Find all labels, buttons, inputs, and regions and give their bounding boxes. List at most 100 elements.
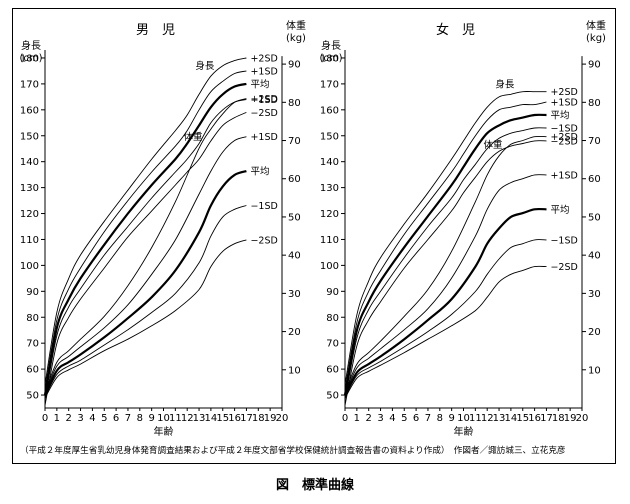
boys-x-tick-label: 7 [125,413,131,424]
girls-weight-label-plus1sd: +1SD [550,170,577,181]
boys-weight-tick-label: 10 [288,365,301,376]
boys-height-tick-label: 110 [20,235,39,246]
boys-height-curve-minus2sd [44,111,247,406]
girls-x-tick-label: 20 [576,413,589,424]
boys-height-curve-plus2sd [44,57,247,385]
girls-x-tick-label: 10 [457,413,470,424]
boys-weight-label-minus2sd: −2SD [250,235,277,246]
figure-caption: 図 標準曲線 [275,478,354,493]
girls-height-label-plus1sd: +1SD [550,98,577,109]
girls-weight-tick-label: 60 [588,174,601,185]
boys-x-tick-label: 14 [205,413,218,424]
boys-weight-tick-label: 90 [288,60,301,71]
boys-height-label-minus1sd: −1SD [250,95,277,106]
boys-x-tick-label: 3 [77,413,83,424]
girls-height-curve-minus2sd [344,140,547,406]
boys-height-tick-label: 120 [20,209,39,220]
boys-height-axis-label: 身長 [21,39,41,52]
boys-weight-label-plus1sd: +1SD [250,132,277,143]
girls-height-curve-mean [343,113,547,396]
girls-x-tick-label: 8 [437,413,443,424]
boys-height-label-minus2sd: −2SD [250,108,277,119]
girls-weight-tick-label: 50 [588,212,601,223]
girls-x-tick-label: 12 [481,413,494,424]
boys-x-tick-label: 17 [240,413,253,424]
girls-x-tick-label: 5 [401,413,407,424]
girls-x-tick-label: 2 [366,413,372,424]
girls-weight-label-minus2sd: −2SD [550,262,577,273]
girls-weight-curve-mean [344,207,547,397]
girls-weight-label-plus2sd: +2SD [550,132,577,143]
boys-height-tick-label: 170 [20,79,39,90]
boys-weight-label-minus1sd: −1SD [250,201,277,212]
girls-height-tick-label: 170 [320,79,339,90]
boys-weight-curve-plus2sd [44,98,247,393]
girls-x-tick-label: 16 [528,413,541,424]
boys-weight-tick-label: 60 [288,174,301,185]
boys-x-tick-label: 15 [216,413,229,424]
boys-x-tick-label: 8 [137,413,143,424]
girls-weight-curve-plus1sd [344,174,547,395]
boys-height-group-label: 身長 [195,60,215,72]
girls-height-axis-label: 身長 [321,39,341,52]
boys-height-tick-label: 150 [20,131,39,142]
boys-x-tick-label: 19 [264,413,277,424]
girls-height-tick-label: 80 [326,313,339,324]
girls-x-tick-label: 15 [516,413,529,424]
girls-weight-tick-label: 90 [588,60,601,71]
girls-x-tick-label: 3 [377,413,383,424]
boys-height-label-mean: 平均 [250,78,269,90]
girls-height-tick-label: 140 [320,157,339,168]
boys-x-tick-label: 18 [252,413,265,424]
boys-x-tick-label: 20 [276,413,289,424]
boys-weight-curve-minus2sd [44,239,247,399]
girls-height-tick-label: 150 [320,131,339,142]
boys-height-tick-label: 70 [26,339,39,350]
girls-height-tick-label: 90 [326,287,339,298]
girls-weight-curve-plus2sd [344,135,547,393]
boys-height-tick-label: 180 [20,53,39,64]
boys-height-tick-label: 50 [26,391,39,402]
girls-height-tick-label: 130 [320,183,339,194]
boys-height-label-plus1sd: +1SD [250,66,277,77]
boys-height-tick-label: 60 [26,365,39,376]
girls-title: 女 児 [436,22,475,38]
source-note: （平成２年度厚生省乳幼児身体発育調査結果および平成２年度文部省学校保健統計調査報… [20,446,566,456]
girls-x-tick-label: 1 [354,413,360,424]
girls-height-label-minus2sd: −2SD [550,136,577,147]
boys-x-tick-label: 11 [169,413,182,424]
boys-weight-tick-label: 30 [288,289,301,300]
boys-x-tick-label: 2 [66,413,72,424]
boys-height-tick-label: 130 [20,183,39,194]
girls-weight-tick-label: 40 [588,251,601,262]
boys-x-tick-label: 12 [181,413,194,424]
boys-title: 男 児 [136,23,175,38]
girls-x-tick-label: 7 [425,413,431,424]
girls-weight-tick-label: 10 [588,365,601,376]
girls-height-group-label: 身長 [495,78,515,90]
boys-weight-group-label: 体重 [184,131,204,143]
girls-weight-axis-unit: (kg) [586,33,606,44]
girls-height-curve-minus1sd [344,127,547,401]
boys-height-label-plus2sd: +2SD [250,53,277,64]
girls-weight-curve-minus2sd [344,265,547,399]
girls-height-tick-label: 160 [320,105,339,116]
figure-frame [12,8,616,464]
boys-height-curve-mean [43,82,247,396]
girls-height-label-minus1sd: −1SD [550,123,577,134]
boys-x-axis-label: 年齢 [154,425,174,438]
boys-x-tick-label: 13 [193,413,206,424]
boys-weight-tick-label: 50 [288,212,301,223]
girls-x-tick-label: 19 [564,413,577,424]
girls-x-tick-label: 9 [448,413,454,424]
girls-height-tick-label: 120 [320,209,339,220]
boys-weight-tick-label: 40 [288,251,301,262]
boys-x-tick-label: 0 [42,413,48,424]
girls-height-tick-label: 100 [320,261,339,272]
boys-height-curve-minus1sd [44,98,247,401]
boys-x-tick-label: 5 [101,413,107,424]
boys-height-tick-label: 80 [26,313,39,324]
girls-weight-label-minus1sd: −1SD [550,235,577,246]
boys-weight-curve-minus1sd [44,205,247,398]
